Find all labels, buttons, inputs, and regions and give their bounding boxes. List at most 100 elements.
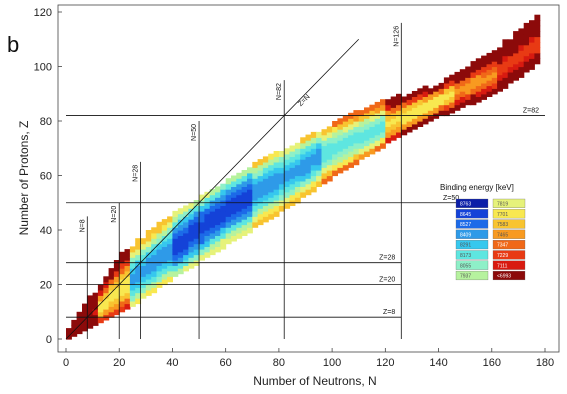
nuclide-cell <box>507 61 514 68</box>
nuclide-cell <box>310 164 317 171</box>
nuclide-cell <box>236 178 243 185</box>
nuclide-cell <box>241 197 248 204</box>
nuclide-cell <box>374 134 381 141</box>
nuclide-cell <box>305 167 312 174</box>
nuclide-cell <box>135 292 142 299</box>
legend-entry-label: 7819 <box>497 202 508 208</box>
nuclide-cell <box>342 153 349 160</box>
nuclide-cell <box>518 61 525 68</box>
nuclide-cell <box>374 107 381 114</box>
nuclide-cell <box>305 189 312 196</box>
nuclide-cell <box>332 164 338 171</box>
nuclide-cell <box>401 107 408 114</box>
nuclide-cell <box>470 66 477 73</box>
nuclide-cell <box>119 279 126 286</box>
nuclide-cell <box>284 175 291 182</box>
nuclide-cell <box>225 194 232 201</box>
nuclide-cell <box>172 254 179 261</box>
nuclide-cell <box>326 175 333 182</box>
nuclide-cell <box>459 74 466 81</box>
nuclide-cell <box>113 298 120 305</box>
nuclide-cell <box>401 118 408 125</box>
nuclide-cell <box>262 216 269 223</box>
nuclide-cell <box>284 170 291 177</box>
nuclide-cell <box>215 213 221 220</box>
nuclide-cell <box>534 47 541 54</box>
nuclide-cell <box>502 50 509 57</box>
nuclide-cell <box>406 110 413 117</box>
nuclide-cell <box>481 93 487 100</box>
nuclide-cell <box>113 303 120 310</box>
nuclide-cell <box>257 170 264 177</box>
nuclide-cell <box>305 156 312 163</box>
nuclide-cell <box>252 178 259 185</box>
nuclide-cell <box>156 254 163 261</box>
nuclide-cell <box>215 224 221 231</box>
nuclide-cell <box>262 161 269 168</box>
nuclide-cell <box>172 221 179 228</box>
nuclide-cell <box>465 93 472 100</box>
nuclide-cell <box>183 265 189 272</box>
nuclide-cell <box>278 172 285 179</box>
nuclide-cell <box>135 238 142 245</box>
nuclide-cell <box>374 101 381 108</box>
nuclide-cell <box>332 153 338 160</box>
magic-label-n50: N=50 <box>191 124 198 141</box>
legend-swatch <box>492 270 526 281</box>
nuclide-cell <box>183 205 189 212</box>
nuclide-cell <box>247 227 253 234</box>
nuclide-cell <box>215 186 221 193</box>
nuclide-cell <box>529 36 535 43</box>
nuclide-cell <box>454 82 461 89</box>
nuclide-cell <box>268 159 275 166</box>
nuclide-cell <box>523 39 530 46</box>
nuclide-cell <box>497 47 503 54</box>
nuclide-cell <box>140 249 147 256</box>
nuclide-cell <box>97 306 104 313</box>
nuclide-cell <box>497 85 503 92</box>
nuclide-cell <box>268 170 275 177</box>
nuclide-cell <box>534 14 541 21</box>
nuclide-cell <box>236 205 243 212</box>
nuclide-cell <box>215 208 221 215</box>
nuclide-cell <box>491 77 498 84</box>
nuclide-cell <box>401 129 408 136</box>
nuclide-cell <box>119 273 126 280</box>
nuclide-cell <box>358 121 365 127</box>
nuclide-cell <box>145 279 152 286</box>
nuclide-cell <box>507 39 514 46</box>
nuclide-cell <box>433 85 440 92</box>
nuclide-cell <box>300 175 307 182</box>
nuclide-cell <box>220 183 227 190</box>
nuclide-cell <box>385 104 392 111</box>
legend-swatch <box>455 240 489 250</box>
nuclide-cell <box>438 88 445 95</box>
nuclide-cell <box>231 202 237 209</box>
nuclide-cell <box>310 159 317 166</box>
nuclide-cell <box>151 232 158 239</box>
nuclide-cell <box>534 42 541 48</box>
nuclide-cell <box>502 82 509 89</box>
nuclide-cell <box>316 175 322 182</box>
nuclide-cell <box>380 115 386 122</box>
nuclide-cell <box>193 243 200 250</box>
nuclide-cell <box>406 121 413 127</box>
nuclide-cell <box>289 145 296 152</box>
nuclide-cell <box>241 191 248 198</box>
nuclide-cell <box>262 194 269 201</box>
nuclide-cell <box>321 140 328 147</box>
nuclide-cell <box>310 137 317 144</box>
nuclide-cell <box>124 292 131 299</box>
magic-number-labels: N=8 N=20 N=28 N=50 N=82 N=126 Z=8 Z=20 Z=28 Z=50 Z… <box>79 26 539 316</box>
nuclide-cell <box>316 170 322 177</box>
nuclide-cell <box>278 178 285 185</box>
panel-label: b <box>7 32 19 57</box>
nuclide-cell <box>316 137 322 144</box>
nuclide-cell <box>156 265 163 272</box>
nuclide-cell <box>326 131 333 138</box>
nuclide-cell <box>268 213 275 220</box>
legend-entry-label: 7229 <box>497 253 508 259</box>
nuclide-cell <box>129 279 136 286</box>
nuclide-cell <box>534 20 541 27</box>
nuclide-cell <box>183 232 189 239</box>
